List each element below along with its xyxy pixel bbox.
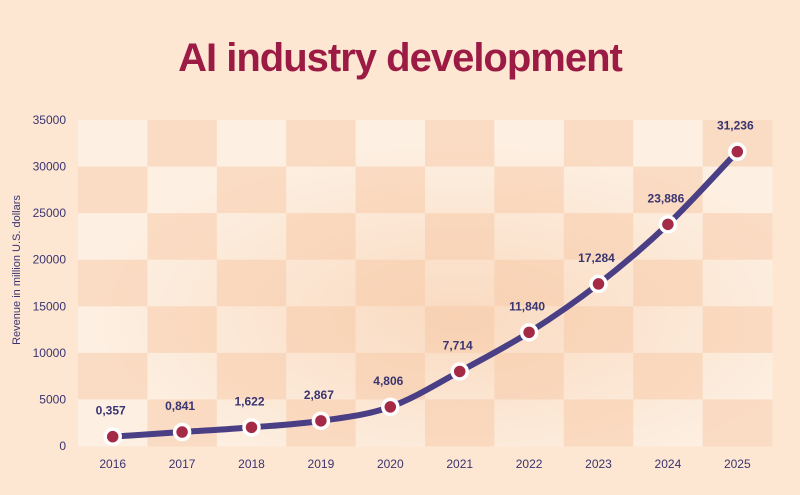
- data-label: 0,841: [165, 399, 195, 413]
- series-line: [109, 148, 741, 440]
- data-label: 31,236: [717, 119, 754, 133]
- data-point: [450, 362, 469, 381]
- data-label: 17,284: [578, 251, 615, 265]
- data-point: [172, 422, 192, 442]
- y-tick-label: 15000: [33, 299, 67, 313]
- x-tick-label: 2023: [585, 457, 612, 471]
- data-point: [589, 274, 608, 294]
- y-axis-ticks: 0 5000 10000 15000 20000 25000 30000 35000: [33, 113, 67, 453]
- data-label: 0,357: [96, 404, 126, 418]
- y-tick-label: 35000: [33, 113, 67, 127]
- data-label: 2,867: [304, 388, 334, 402]
- x-axis-ticks: 2016 2017 2018 2019 2020 2021 2022 2023 2024 2025: [99, 457, 751, 471]
- data-labels: 0,357 0,841 1,622 2,867 4,806 7,714 11,840 17,2…: [96, 119, 754, 418]
- x-tick-label: 2024: [655, 457, 682, 471]
- data-points: [103, 142, 747, 446]
- y-tick-label: 5000: [39, 392, 66, 406]
- data-point: [519, 323, 539, 342]
- data-point: [658, 215, 678, 234]
- x-tick-label: 2019: [308, 457, 335, 471]
- data-label: 4,806: [373, 374, 403, 388]
- x-tick-label: 2020: [377, 457, 404, 471]
- data-point: [381, 397, 400, 417]
- x-tick-label: 2018: [238, 457, 265, 471]
- background-glow: [78, 120, 772, 446]
- x-tick-label: 2022: [516, 457, 543, 471]
- chart-title: AI industry development: [178, 36, 623, 80]
- y-tick-label: 10000: [33, 346, 67, 360]
- x-tick-label: 2017: [169, 457, 196, 471]
- y-tick-label: 25000: [33, 206, 67, 220]
- x-tick-label: 2021: [446, 457, 473, 471]
- data-point: [311, 411, 331, 431]
- x-tick-label: 2016: [99, 457, 126, 471]
- data-label: 23,886: [648, 191, 685, 205]
- y-axis-label: Revenue in million U.S. dollars: [11, 195, 23, 345]
- checker-background: [78, 120, 773, 447]
- data-point: [103, 427, 122, 446]
- y-tick-label: 0: [59, 439, 66, 453]
- y-tick-label: 20000: [33, 253, 67, 267]
- data-label: 7,714: [443, 338, 473, 352]
- data-point: [728, 142, 747, 161]
- data-label: 11,840: [509, 299, 545, 313]
- data-label: 1,622: [234, 394, 264, 408]
- x-tick-label: 2025: [724, 457, 751, 471]
- y-tick-label: 30000: [33, 160, 67, 174]
- data-point: [242, 418, 261, 437]
